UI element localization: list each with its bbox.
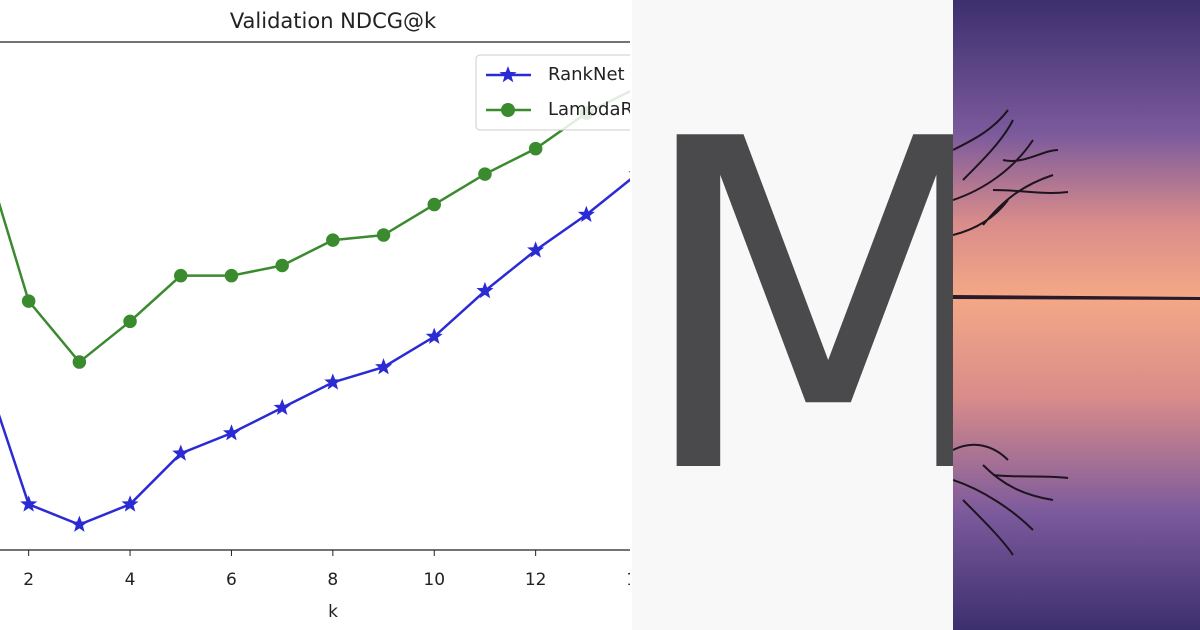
series-line bbox=[0, 89, 630, 364]
data-point bbox=[21, 294, 36, 308]
data-point bbox=[20, 495, 38, 512]
data-point bbox=[425, 327, 443, 344]
data-point bbox=[70, 515, 88, 532]
data-point bbox=[174, 268, 188, 283]
data-point bbox=[628, 171, 630, 173]
data-point bbox=[527, 241, 545, 258]
data-point bbox=[123, 314, 137, 329]
legend-marker bbox=[499, 66, 517, 83]
chart-panel: Validation NDCG@k k 2 4 6 8 10 12 14 RankNet Lam… bbox=[0, 9, 630, 622]
data-point bbox=[222, 424, 240, 441]
data-point bbox=[273, 398, 291, 415]
chart: Validation NDCG@k k 2 4 6 8 10 12 14 RankNet Lam… bbox=[0, 9, 630, 622]
x-tick-label: 14 bbox=[626, 570, 630, 590]
legend-marker bbox=[501, 103, 515, 117]
photo-panel bbox=[953, 0, 1200, 630]
logo-panel: M bbox=[632, 0, 953, 630]
data-point bbox=[224, 268, 239, 283]
legend-label: RankNet bbox=[548, 64, 625, 85]
data-point bbox=[172, 444, 190, 461]
data-point bbox=[577, 205, 595, 222]
data-point bbox=[528, 141, 543, 156]
landscape-photo bbox=[953, 0, 1200, 630]
data-point bbox=[324, 373, 342, 390]
chart-title: Validation NDCG@k bbox=[230, 9, 437, 33]
x-tick-label: 6 bbox=[226, 570, 237, 590]
data-point bbox=[72, 355, 87, 369]
data-point bbox=[375, 358, 393, 375]
x-tick-label: 10 bbox=[423, 570, 445, 590]
data-point bbox=[376, 228, 391, 242]
logo: M bbox=[632, 45, 953, 574]
legend: RankNet LambdaRank bbox=[475, 54, 630, 131]
data-point bbox=[275, 258, 289, 273]
x-tick-label: 4 bbox=[125, 570, 136, 590]
series-line bbox=[0, 178, 630, 526]
x-tick-label: 2 bbox=[23, 570, 34, 590]
x-tick-label: 8 bbox=[327, 570, 338, 590]
x-axis-label: k bbox=[328, 602, 338, 622]
legend-label: LambdaRank bbox=[548, 99, 630, 120]
data-point bbox=[476, 281, 494, 299]
x-tick-label: 12 bbox=[525, 570, 547, 590]
data-point bbox=[326, 233, 340, 247]
data-point bbox=[427, 197, 441, 212]
data-point bbox=[121, 495, 139, 512]
data-point bbox=[478, 167, 492, 181]
